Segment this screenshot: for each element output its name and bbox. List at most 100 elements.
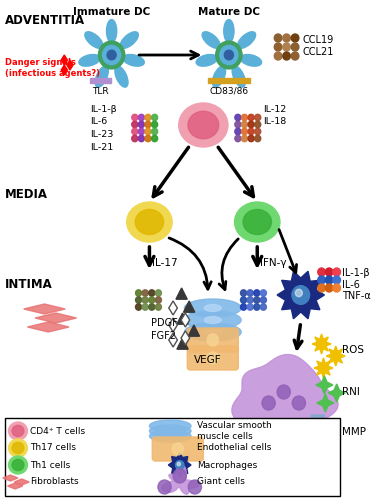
Ellipse shape	[224, 20, 234, 42]
Circle shape	[274, 34, 282, 42]
Circle shape	[277, 385, 290, 399]
Ellipse shape	[115, 66, 128, 87]
Polygon shape	[177, 338, 188, 349]
Circle shape	[248, 136, 254, 141]
Polygon shape	[23, 304, 65, 314]
Circle shape	[247, 304, 253, 310]
Text: VEGF: VEGF	[194, 355, 222, 365]
Circle shape	[176, 460, 184, 469]
Circle shape	[248, 114, 254, 120]
Ellipse shape	[204, 304, 221, 312]
Circle shape	[260, 290, 266, 296]
Text: Danger signals
(infectious agents?): Danger signals (infectious agents?)	[5, 58, 100, 78]
Polygon shape	[150, 420, 191, 432]
Circle shape	[138, 128, 144, 134]
Circle shape	[241, 122, 248, 128]
Polygon shape	[169, 301, 178, 315]
Circle shape	[98, 41, 125, 69]
Bar	[208, 78, 250, 83]
Polygon shape	[150, 430, 191, 442]
Circle shape	[325, 276, 333, 284]
Circle shape	[216, 41, 242, 69]
FancyBboxPatch shape	[5, 418, 341, 496]
Ellipse shape	[120, 32, 138, 48]
Polygon shape	[313, 433, 326, 447]
Polygon shape	[323, 425, 337, 439]
Circle shape	[248, 128, 254, 134]
Circle shape	[132, 128, 138, 134]
Text: Th17 cells: Th17 cells	[30, 444, 76, 452]
Text: Th1 cells: Th1 cells	[30, 460, 70, 469]
Text: MEDIA: MEDIA	[5, 188, 48, 201]
Circle shape	[145, 128, 151, 134]
Circle shape	[235, 128, 241, 134]
Text: CCL19
CCL21: CCL19 CCL21	[303, 35, 334, 56]
Circle shape	[241, 114, 248, 120]
Polygon shape	[181, 313, 190, 327]
Ellipse shape	[232, 66, 245, 87]
Text: ADVENTITIA: ADVENTITIA	[5, 14, 85, 27]
Ellipse shape	[188, 112, 219, 138]
Polygon shape	[61, 65, 68, 75]
Text: TLR: TLR	[92, 87, 109, 96]
Circle shape	[291, 43, 299, 51]
Ellipse shape	[241, 54, 261, 66]
Circle shape	[138, 136, 144, 141]
Circle shape	[145, 122, 151, 128]
Polygon shape	[169, 318, 178, 332]
Circle shape	[138, 122, 144, 128]
Ellipse shape	[12, 460, 24, 470]
Text: Endothelial cells: Endothelial cells	[197, 444, 271, 452]
Circle shape	[138, 114, 144, 120]
Ellipse shape	[238, 32, 256, 48]
Circle shape	[333, 276, 341, 284]
Polygon shape	[326, 346, 345, 366]
Circle shape	[158, 480, 171, 494]
Circle shape	[103, 46, 121, 64]
Circle shape	[255, 122, 261, 128]
Text: MMP: MMP	[342, 427, 366, 437]
Text: IL-1-β
IL-6
IL-23
IL-21: IL-1-β IL-6 IL-23 IL-21	[90, 105, 116, 152]
Circle shape	[255, 128, 261, 134]
Text: FGF2: FGF2	[151, 331, 176, 341]
Circle shape	[248, 122, 254, 128]
Polygon shape	[277, 271, 325, 319]
Circle shape	[142, 297, 148, 303]
Ellipse shape	[123, 54, 144, 66]
Circle shape	[224, 50, 233, 60]
Text: Fibroblasts: Fibroblasts	[30, 478, 79, 486]
Circle shape	[132, 122, 138, 128]
Circle shape	[241, 290, 247, 296]
Polygon shape	[28, 322, 69, 332]
Circle shape	[142, 304, 148, 310]
Polygon shape	[311, 415, 325, 429]
Circle shape	[156, 304, 162, 310]
Circle shape	[151, 114, 158, 120]
Circle shape	[173, 469, 186, 483]
Circle shape	[172, 443, 184, 455]
Circle shape	[260, 304, 266, 310]
Circle shape	[151, 128, 158, 134]
Ellipse shape	[204, 328, 221, 336]
Ellipse shape	[235, 202, 280, 242]
Ellipse shape	[196, 54, 217, 66]
Ellipse shape	[213, 66, 226, 87]
Polygon shape	[35, 313, 76, 323]
Ellipse shape	[204, 316, 221, 324]
FancyBboxPatch shape	[152, 437, 203, 461]
Circle shape	[318, 276, 325, 284]
Circle shape	[283, 43, 290, 51]
Text: Macrophages: Macrophages	[197, 460, 257, 469]
Circle shape	[274, 52, 282, 60]
Bar	[90, 78, 111, 83]
Polygon shape	[312, 334, 331, 354]
Circle shape	[149, 290, 155, 296]
Circle shape	[149, 297, 155, 303]
Circle shape	[247, 297, 253, 303]
Circle shape	[132, 136, 138, 141]
Polygon shape	[169, 333, 178, 347]
Polygon shape	[14, 479, 29, 485]
Circle shape	[149, 304, 155, 310]
Ellipse shape	[243, 210, 272, 234]
Circle shape	[135, 297, 142, 303]
